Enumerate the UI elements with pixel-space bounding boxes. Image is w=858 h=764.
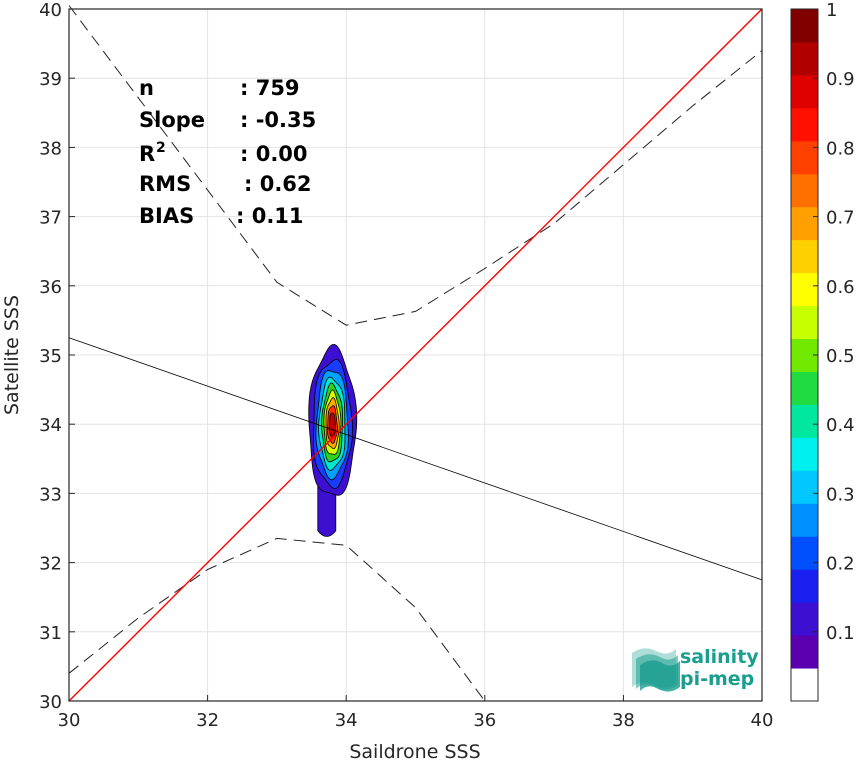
colorbar-tick-label: 0.9	[826, 69, 855, 90]
colorbar-segment	[791, 206, 818, 241]
colorbar-segment	[791, 371, 818, 405]
stat-value: : 0.11	[236, 204, 304, 228]
x-tick-label: 32	[196, 710, 219, 731]
stat-value: : 0.62	[244, 172, 312, 196]
y-axis-label: Satellite SSS	[1, 295, 23, 415]
y-axis-ticks: 30 31 32 33 34 35 36 37 38 39 40	[39, 0, 75, 713]
logo-line2: pi-mep	[680, 668, 754, 690]
colorbar-tick-label: 0.8	[826, 138, 855, 159]
colorbar-segment	[791, 635, 818, 669]
y-tick-label: 36	[39, 277, 62, 298]
stat-label: RMS	[139, 172, 191, 196]
stat-label: R	[139, 142, 155, 166]
x-tick-label: 34	[335, 710, 358, 731]
y-tick-label: 34	[39, 415, 62, 436]
colorbar-segment	[791, 503, 818, 537]
colorbar-segment	[791, 668, 818, 702]
y-tick-label: 35	[39, 346, 62, 367]
regression-line	[68, 337, 763, 581]
confidence-lower-line	[68, 537, 486, 702]
colorbar-segment	[791, 74, 818, 109]
colorbar-tick-label: 0.4	[826, 415, 855, 436]
y-tick-label: 32	[39, 554, 62, 575]
salinity-pimep-logo: salinity pi-mep	[632, 646, 759, 692]
one-to-one-line	[68, 8, 763, 702]
x-axis-ticks: 30 32 34 36 38 40	[58, 695, 774, 731]
y-tick-label: 33	[39, 484, 62, 505]
colorbar-tick-label: 0.7	[826, 208, 855, 229]
colorbar-segment	[791, 602, 818, 636]
y-tick-label: 38	[39, 138, 62, 159]
logo-line1: salinity	[680, 646, 759, 668]
colorbar-tick-label: 1	[826, 0, 837, 21]
density-contours	[308, 343, 358, 537]
statistics-box: n : 759 Slope : -0.35 R 2 : 0.00 RMS : 0.62 BIAS:…	[139, 76, 316, 228]
colorbar-segment	[791, 41, 818, 76]
y-tick-label: 31	[39, 623, 62, 644]
x-tick-label: 30	[58, 710, 81, 731]
confidence-upper-line	[68, 5, 763, 326]
y-tick-label: 30	[39, 692, 62, 713]
colorbar-segment	[791, 140, 818, 175]
x-tick-label: 36	[473, 710, 496, 731]
x-tick-label: 38	[612, 710, 635, 731]
stat-label: Slope	[139, 108, 205, 132]
colorbar-tick-label: 0.3	[826, 484, 855, 505]
stat-superscript: 2	[156, 140, 166, 156]
colorbar-segment	[791, 569, 818, 603]
colorbar-tick-label: 0.2	[826, 554, 855, 575]
colorbar-segment	[791, 107, 818, 142]
density-tail	[317, 486, 337, 537]
stat-value: : 759	[240, 76, 300, 100]
density-contour-level	[328, 412, 336, 439]
y-tick-label: 39	[39, 69, 62, 90]
stat-value: : 0.00	[240, 142, 308, 166]
colorbar-segment	[791, 536, 818, 570]
stat-value: : -0.35	[240, 108, 316, 132]
logo-waves-icon	[632, 648, 680, 692]
x-axis-label: Saildrone SSS	[349, 741, 480, 763]
colorbar-segment	[791, 239, 818, 274]
colorbar-segment	[791, 305, 818, 340]
colorbar-segment	[791, 272, 818, 307]
y-tick-label: 40	[39, 0, 62, 21]
y-tick-label: 37	[39, 208, 62, 229]
x-tick-label: 40	[751, 710, 774, 731]
colorbar-tick-label: 0.1	[826, 623, 855, 644]
stat-label: n	[139, 76, 154, 100]
colorbar-segment	[791, 173, 818, 208]
colorbar-segment	[791, 9, 818, 43]
stat-label: BIAS	[139, 204, 194, 228]
colorbar: 0.1 0.2 0.3 0.4 0.5 0.6 0.7 0.8 0.9 1	[790, 0, 855, 702]
colorbar-tick-label: 0.6	[826, 277, 855, 298]
colorbar-segment	[791, 437, 818, 471]
reference-lines	[68, 5, 763, 702]
colorbar-segment	[791, 404, 818, 438]
colorbar-tick-label: 0.5	[826, 346, 855, 367]
colorbar-segment	[791, 470, 818, 504]
